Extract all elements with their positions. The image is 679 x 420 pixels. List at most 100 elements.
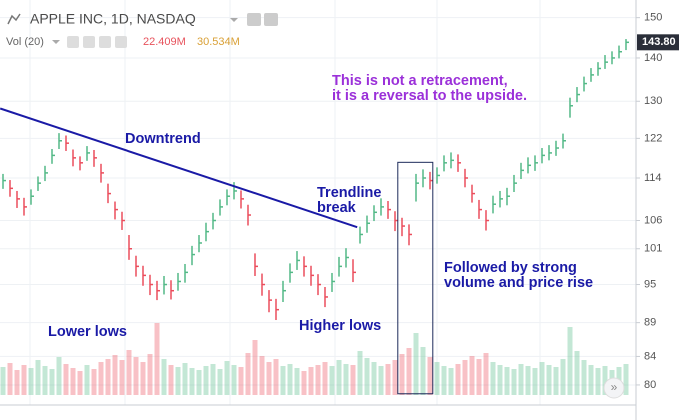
price-bars — [2, 39, 629, 321]
volume-bar — [217, 369, 223, 395]
volume-ma-value: 30.534M — [197, 36, 240, 48]
volume-bar — [567, 327, 573, 395]
volume-bar — [147, 354, 153, 395]
y-tick-label: 95 — [644, 278, 656, 290]
volume-bar — [301, 371, 307, 395]
volume-bar — [497, 365, 503, 395]
volume-bar — [14, 370, 20, 395]
annotation: Lower lows — [48, 324, 127, 340]
volume-bar — [518, 364, 524, 395]
volume-label: Vol (20) — [6, 36, 44, 48]
close-button[interactable] — [115, 36, 127, 48]
trendline — [0, 107, 358, 229]
volume-bar — [441, 366, 447, 395]
last-price-box — [637, 34, 679, 51]
volume-bar — [413, 333, 419, 395]
volume-bar — [308, 367, 314, 395]
volume-bar — [350, 365, 356, 395]
volume-bar — [35, 360, 41, 395]
volume-bar — [595, 368, 601, 395]
volume-bar — [245, 353, 251, 395]
volume-bar — [182, 363, 188, 395]
volume-bar — [420, 347, 426, 395]
volume-bar — [532, 368, 538, 395]
volume-bar — [189, 368, 195, 395]
volume-bar — [224, 361, 230, 395]
volume-bar — [77, 371, 83, 395]
scroll-icon[interactable]: » — [611, 380, 618, 394]
volume-bar — [448, 368, 454, 395]
volume-bar — [392, 360, 398, 395]
annotation: volume and price rise — [444, 275, 593, 291]
volume-bar — [84, 365, 90, 395]
volume-bars — [0, 323, 629, 395]
volume-bar — [623, 364, 629, 395]
add-button[interactable] — [99, 36, 111, 48]
volume-bar — [42, 366, 48, 395]
volume-bar — [343, 364, 349, 395]
volume-bar — [105, 359, 111, 395]
volume-bar — [371, 362, 377, 395]
y-tick-label: 89 — [644, 317, 656, 329]
volume-bar — [322, 362, 328, 395]
volume-bar — [28, 368, 34, 395]
volume-bar — [140, 362, 146, 395]
volume-bar — [259, 356, 265, 395]
volume-bar — [602, 366, 608, 395]
dropdown[interactable] — [52, 40, 60, 44]
volume-bar — [329, 366, 335, 395]
eye-button[interactable] — [67, 36, 79, 48]
volume-bar — [539, 362, 545, 395]
volume-bar — [154, 323, 160, 395]
settings-button[interactable] — [83, 36, 95, 48]
volume-bar — [476, 359, 482, 395]
volume-bar — [210, 364, 216, 395]
vertical-grid — [29, 0, 541, 405]
close-button[interactable] — [264, 13, 278, 26]
volume-bar — [385, 364, 391, 395]
annotation: Trendline — [317, 185, 381, 201]
annotation: break — [317, 200, 357, 216]
volume-bar — [0, 367, 6, 395]
volume-bar — [126, 350, 132, 395]
y-tick-label: 140 — [644, 52, 662, 64]
annotation: it is a reversal to the upside. — [332, 88, 527, 104]
volume-bar — [525, 366, 531, 395]
volume-bar — [238, 367, 244, 395]
volume-bar — [119, 360, 125, 395]
volume-bar — [315, 365, 321, 395]
annotation: Downtrend — [125, 131, 201, 147]
dropdown[interactable] — [230, 18, 238, 22]
volume-bar — [490, 362, 496, 395]
y-tick-label: 150 — [644, 12, 662, 24]
volume-bar — [91, 369, 97, 395]
volume-bar — [399, 354, 405, 395]
volume-bar — [63, 364, 69, 395]
volume-bar — [546, 365, 552, 395]
volume-bar — [511, 369, 517, 395]
settings-button[interactable] — [247, 13, 261, 26]
volume-bar — [280, 366, 286, 395]
volume-bar — [455, 364, 461, 395]
y-tick-label: 84 — [644, 350, 656, 362]
volume-bar — [462, 360, 468, 395]
scroll-button[interactable] — [603, 377, 625, 399]
volume-bar — [266, 362, 272, 395]
volume-bar — [553, 367, 559, 395]
volume-bar — [294, 368, 300, 395]
volume-bar — [504, 367, 510, 395]
annotation: Followed by strong — [444, 260, 577, 276]
volume-bar — [378, 366, 384, 395]
volume-bar — [434, 362, 440, 395]
volume-bar — [175, 367, 181, 395]
volume-bar — [406, 348, 412, 395]
volume-bar — [273, 359, 279, 395]
y-tick-label: 106 — [644, 214, 662, 226]
volume-bar — [231, 365, 237, 395]
price-axis: 80 84 89 95 101 106 114 122 130 140 150 143.80 — [636, 12, 679, 391]
chart-icon — [7, 13, 21, 25]
volume-value: 22.409M — [143, 36, 186, 48]
